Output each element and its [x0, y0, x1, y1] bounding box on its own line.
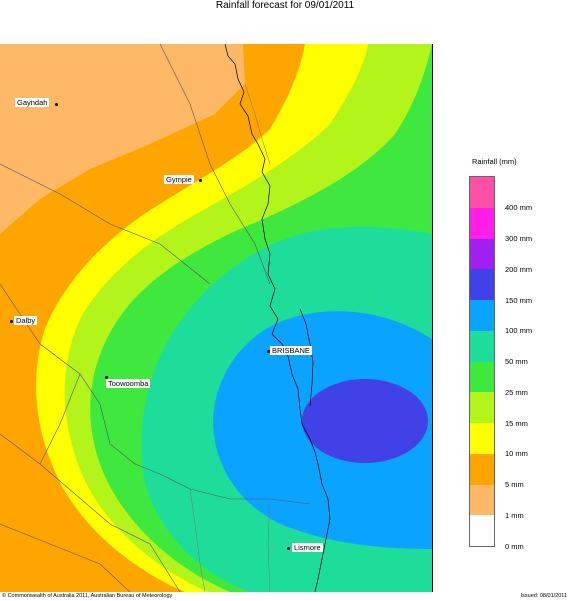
- legend-label: 25 mm: [505, 387, 528, 397]
- place-label-brisbane: BRISBANE: [270, 346, 312, 355]
- legend-label: 10 mm: [505, 449, 528, 459]
- legend-label: 1 mm: [505, 510, 524, 520]
- legend-label: 200 mm: [505, 264, 533, 274]
- map-zone-200mm: [302, 379, 428, 463]
- place-label-gympie: Gympie: [164, 175, 194, 184]
- legend-color-bar: [469, 176, 495, 547]
- legend-swatch: [470, 207, 494, 239]
- legend-label: 0 mm: [505, 541, 524, 551]
- rainfall-map-svg: [0, 44, 432, 592]
- copyright-text: © Commonwealth of Australia 2011, Austra…: [2, 593, 173, 599]
- thin-boundary-lines: [189, 83, 271, 592]
- map-title: Rainfall forecast for 09/01/2011: [215, 0, 355, 11]
- legend-swatch: [470, 515, 494, 547]
- gayndah-marker-icon: [55, 103, 58, 106]
- legend-swatch: [470, 269, 494, 301]
- issued-date: Issued: 08/01/2011: [520, 593, 567, 599]
- place-label-lismore: Lismore: [292, 543, 323, 552]
- legend-swatch: [470, 392, 494, 424]
- legend-swatch: [470, 484, 494, 516]
- place-label-gayndah: Gayndah: [15, 98, 50, 107]
- legend-label: 50 mm: [505, 357, 528, 366]
- legend-label: 15 mm: [505, 418, 528, 428]
- boundary-lines: [0, 44, 311, 592]
- legend-swatch: [470, 177, 494, 208]
- legend-title: Rainfall (mm): [472, 157, 517, 166]
- place-label-toowoomba: Toowoomba: [106, 379, 151, 388]
- legend-swatch: [470, 453, 494, 485]
- legend-label: 400 mm: [505, 203, 533, 213]
- toowoomba-marker-icon: [105, 376, 108, 379]
- legend-label: 150 mm: [505, 295, 533, 305]
- legend-swatch: [470, 300, 494, 331]
- legend-swatch: [470, 361, 494, 393]
- brisbane-marker-icon: [267, 350, 270, 353]
- legend-swatch: [470, 423, 494, 454]
- legend-label: 300 mm: [505, 234, 533, 243]
- legend-label: 5 mm: [505, 480, 524, 489]
- gympie-marker-icon: [199, 179, 202, 182]
- legend-swatch: [470, 238, 494, 270]
- rainfall-map: Gayndah Gympie Dalby Toowoomba BRISBANE …: [0, 44, 433, 592]
- lismore-marker-icon: [287, 547, 290, 550]
- legend-label: 100 mm: [505, 326, 533, 336]
- legend-swatch: [470, 330, 494, 362]
- dalby-marker-icon: [10, 320, 13, 323]
- place-label-dalby: Dalby: [14, 316, 38, 325]
